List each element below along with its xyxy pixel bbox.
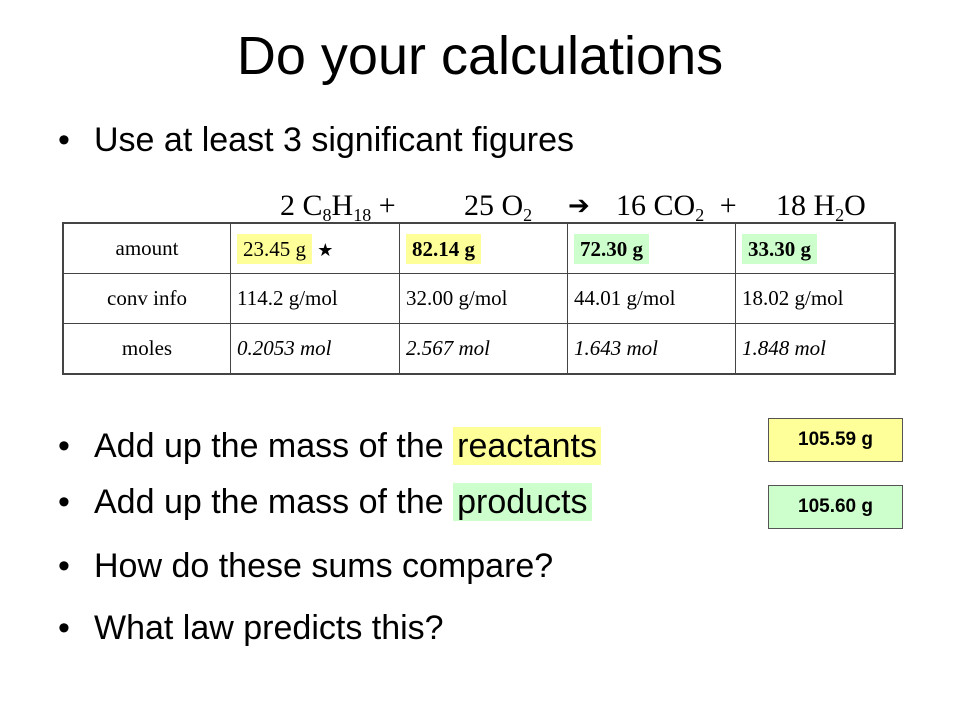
stoichiometry-table: amount 23.45 g ★ 82.14 g 72.30 g 33.30 g… <box>62 222 896 375</box>
equation-text: O <box>844 189 866 222</box>
table-cell: 33.30 g <box>735 222 896 274</box>
bullet-compare: • How do these sums compare? <box>58 546 553 586</box>
equation-co2: 16 CO2 + <box>616 188 737 224</box>
reactants-sum-box: 105.59 g <box>768 418 903 462</box>
mass-value: 82.14 g <box>406 233 481 264</box>
bullet-text: How do these sums compare? <box>94 547 554 585</box>
equation-oxygen: 25 O2 <box>464 188 532 224</box>
equation-text: 18 H <box>776 189 836 222</box>
bullet-text: Add up the mass of the <box>94 483 444 521</box>
equation-subscript: 8 <box>322 205 332 225</box>
bullet-products: • Add up the mass of the products <box>58 482 592 522</box>
table-row-moles: moles 0.2053 mol 2.567 mol 1.643 mol 1.8… <box>62 323 896 375</box>
bullet-dot: • <box>58 547 70 585</box>
table-cell: 32.00 g/mol <box>399 273 568 324</box>
bullet-text: Use at least 3 significant figures <box>94 121 575 159</box>
row-label: moles <box>62 323 231 375</box>
bullet-law: • What law predicts this? <box>58 608 444 648</box>
row-label: conv info <box>62 273 231 324</box>
equation-text: H <box>331 189 354 222</box>
bullet-sig-figs: • Use at least 3 significant figures <box>58 120 574 160</box>
equation-text: 2 C <box>280 189 323 222</box>
table-cell: 18.02 g/mol <box>735 273 896 324</box>
table-cell: 0.2053 mol <box>230 323 400 375</box>
mass-value: 33.30 g <box>742 233 817 264</box>
bullet-reactants: • Add up the mass of the reactants <box>58 426 601 466</box>
mass-value: 72.30 g <box>574 233 649 264</box>
equation-text: 16 CO <box>616 189 696 222</box>
equation-text: 25 O <box>464 189 524 222</box>
table-cell: 114.2 g/mol <box>230 273 400 324</box>
reactants-highlight: reactants <box>453 427 601 465</box>
mass-value: 23.45 g <box>237 233 312 264</box>
equation-octane: 2 C8H18 + <box>280 188 396 224</box>
bullet-text: Add up the mass of the <box>94 427 444 465</box>
equation-water: 18 H2O <box>776 188 866 224</box>
products-highlight: products <box>453 483 592 521</box>
equation-plus: + <box>719 189 737 222</box>
bullet-dot: • <box>58 121 70 159</box>
equation-subscript: 2 <box>695 205 705 225</box>
equation-subscript: 2 <box>523 205 533 225</box>
star-icon: ★ <box>317 239 334 261</box>
table-cell: 1.848 mol <box>735 323 896 375</box>
table-cell: 1.643 mol <box>567 323 736 375</box>
equation-subscript: 18 <box>353 205 372 225</box>
products-sum-box: 105.60 g <box>768 485 903 529</box>
table-cell: 2.567 mol <box>399 323 568 375</box>
table-cell: 44.01 g/mol <box>567 273 736 324</box>
equation-plus: + <box>378 189 396 222</box>
slide-title: Do your calculations <box>236 26 724 86</box>
equation-subscript: 2 <box>835 205 845 225</box>
bullet-dot: • <box>58 427 70 465</box>
row-label: amount <box>62 222 231 274</box>
table-cell: 82.14 g <box>399 222 568 274</box>
bullet-dot: • <box>58 483 70 521</box>
table-row-amount: amount 23.45 g ★ 82.14 g 72.30 g 33.30 g <box>62 222 896 274</box>
table-row-conv-info: conv info 114.2 g/mol 32.00 g/mol 44.01 … <box>62 273 896 324</box>
bullet-text: What law predicts this? <box>94 609 444 647</box>
table-cell: 72.30 g <box>567 222 736 274</box>
table-cell: 23.45 g ★ <box>230 222 400 274</box>
bullet-dot: • <box>58 609 70 647</box>
reaction-arrow-icon: ➔ <box>568 191 590 221</box>
